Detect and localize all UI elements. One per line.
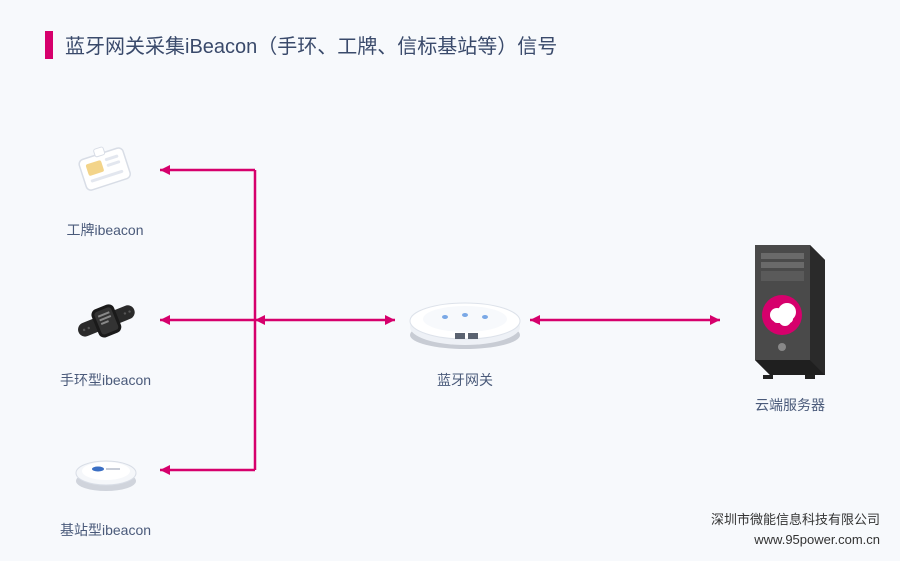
title-accent: [45, 31, 53, 59]
gateway-label: 蓝牙网关: [437, 370, 493, 390]
station-label: 基站型ibeacon: [60, 520, 151, 540]
gateway-icon: [400, 280, 530, 360]
server-label: 云端服务器: [755, 395, 825, 415]
badge-label: 工牌ibeacon: [66, 220, 143, 240]
node-server: 云端服务器: [730, 235, 850, 415]
node-station-ibeacon: 基站型ibeacon: [60, 430, 151, 540]
node-band-ibeacon: 手环型ibeacon: [60, 280, 151, 390]
wristband-icon: [61, 280, 151, 360]
footer-url: www.95power.com.cn: [711, 530, 880, 550]
page-title: 蓝牙网关采集iBeacon（手环、工牌、信标基站等）信号: [65, 30, 557, 59]
footer-company: 深圳市微能信息科技有限公司: [711, 510, 880, 530]
badge-icon: [60, 130, 150, 210]
station-icon: [61, 430, 151, 510]
node-gateway: 蓝牙网关: [400, 280, 530, 390]
title-bar: 蓝牙网关采集iBeacon（手环、工牌、信标基站等）信号: [45, 30, 557, 59]
band-label: 手环型ibeacon: [60, 370, 151, 390]
server-icon: [730, 235, 850, 385]
node-badge-ibeacon: 工牌ibeacon: [60, 130, 150, 240]
footer: 深圳市微能信息科技有限公司 www.95power.com.cn: [711, 510, 880, 549]
